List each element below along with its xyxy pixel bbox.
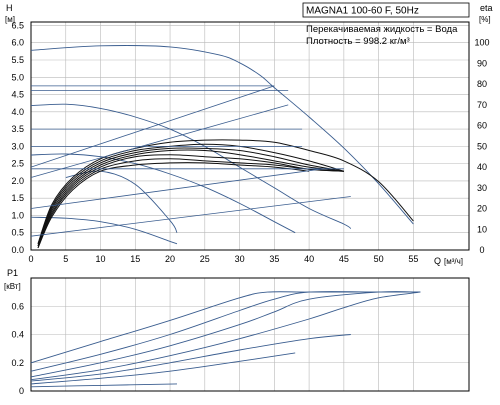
y2-tick-label: 10	[477, 224, 487, 234]
x-tick-label: 40	[304, 254, 314, 264]
power-curve	[30, 291, 421, 378]
y2-tick-label: 60	[477, 121, 487, 131]
x-tick-label: 55	[408, 254, 418, 264]
power-curve	[30, 291, 421, 381]
efficiency-curve	[37, 139, 414, 244]
efficiency-curve	[37, 154, 344, 247]
y2-tick-label: 80	[477, 79, 487, 89]
y-tick-label: 3.5	[11, 124, 24, 134]
y-tick-label: 2.5	[11, 159, 24, 169]
y2-tick-label: 30	[477, 183, 487, 193]
efficiency-curve	[37, 149, 344, 247]
y2-tick-label: 50	[477, 141, 487, 151]
system-curve	[30, 104, 289, 178]
x-tick-label: 50	[374, 254, 384, 264]
y-tick-label: 6.5	[11, 20, 24, 30]
x-tick-label: 35	[269, 254, 279, 264]
title-box	[302, 2, 470, 18]
y-tick-label: 5.5	[11, 55, 24, 65]
x-tick-label: 20	[165, 254, 175, 264]
y2-tick-label: 100	[474, 38, 489, 48]
y-tick-label: 4.5	[11, 90, 24, 100]
y-tick-label: 5.0	[11, 72, 24, 82]
efficiency-curve	[37, 162, 310, 249]
x-tick-label: 45	[339, 254, 349, 264]
y2-tick-label: 70	[477, 100, 487, 110]
annotation-fluid: Перекачиваемая жидкость = Вода	[306, 24, 458, 35]
y-tick-label: 6.0	[11, 38, 24, 48]
p1-tick-label: 0.6	[11, 301, 24, 311]
y2-tick-label: 20	[477, 204, 487, 214]
y-tick-label: 1.0	[11, 210, 24, 220]
efficiency-curve	[37, 158, 344, 249]
y-axis-unit-p1: [кВт]	[4, 282, 21, 291]
power-curve	[30, 334, 351, 382]
p1-tick-label: 0	[19, 386, 24, 396]
y-axis-label-p1: P1	[7, 268, 18, 278]
head-curve	[30, 45, 414, 225]
y2-tick-label: 90	[477, 58, 487, 68]
head-curve	[30, 153, 296, 234]
annotation-density: Плотность = 998.2 кг/м³	[306, 36, 410, 47]
y-tick-label: 2.0	[11, 176, 24, 186]
x-tick-label: 30	[235, 254, 245, 264]
x-axis-label-q: Q	[434, 256, 441, 266]
system-curve	[30, 196, 351, 237]
y2-axis-label-eta: eta	[480, 3, 493, 13]
y-tick-label: 1.5	[11, 193, 24, 203]
y-tick-label: 0.5	[11, 228, 24, 238]
upper-plot-frame	[30, 21, 470, 251]
x-axis-unit-q: [м³/ч]	[444, 257, 463, 266]
y2-tick-label: 40	[477, 162, 487, 172]
y2-axis-unit-eta: [%]	[479, 15, 491, 24]
lower-plot-frame	[30, 277, 470, 392]
system-curve	[30, 85, 275, 168]
upper-series	[30, 45, 414, 249]
head-curve	[30, 216, 178, 245]
power-curve	[30, 383, 178, 388]
head-curve	[65, 170, 178, 233]
efficiency-curve	[37, 147, 344, 247]
y-axis-label-h: H	[6, 3, 13, 13]
y-axis-unit-h: [м]	[5, 15, 15, 24]
y-tick-label: 3.0	[11, 141, 24, 151]
y-tick-label: 0.0	[11, 245, 24, 255]
y2-tick-label: 0	[479, 245, 484, 255]
x-tick-label: 10	[96, 254, 106, 264]
p1-tick-label: 0.2	[11, 358, 24, 368]
x-tick-label: 5	[63, 254, 68, 264]
x-tick-label: 25	[200, 254, 210, 264]
upper-tick-labels: 0.0 0.5 1.0 1.5 2.0 2.5 3.0 3.5 4.0 4.5 5.0 5.5 6.0 6…	[11, 20, 489, 264]
chart-title: MAGNA1 100-60 F, 50Hz	[306, 6, 419, 17]
power-curve	[30, 352, 296, 385]
power-curve	[30, 291, 421, 372]
lower-series	[30, 291, 421, 388]
x-tick-label: 15	[130, 254, 140, 264]
x-tick-label: 0	[28, 254, 33, 264]
lower-tick-labels: 0 0.2 0.4 0.6	[11, 301, 24, 396]
y-tick-label: 4.0	[11, 107, 24, 117]
p1-tick-label: 0.4	[11, 330, 24, 340]
system-curve	[30, 168, 324, 209]
upper-grid	[30, 22, 469, 251]
